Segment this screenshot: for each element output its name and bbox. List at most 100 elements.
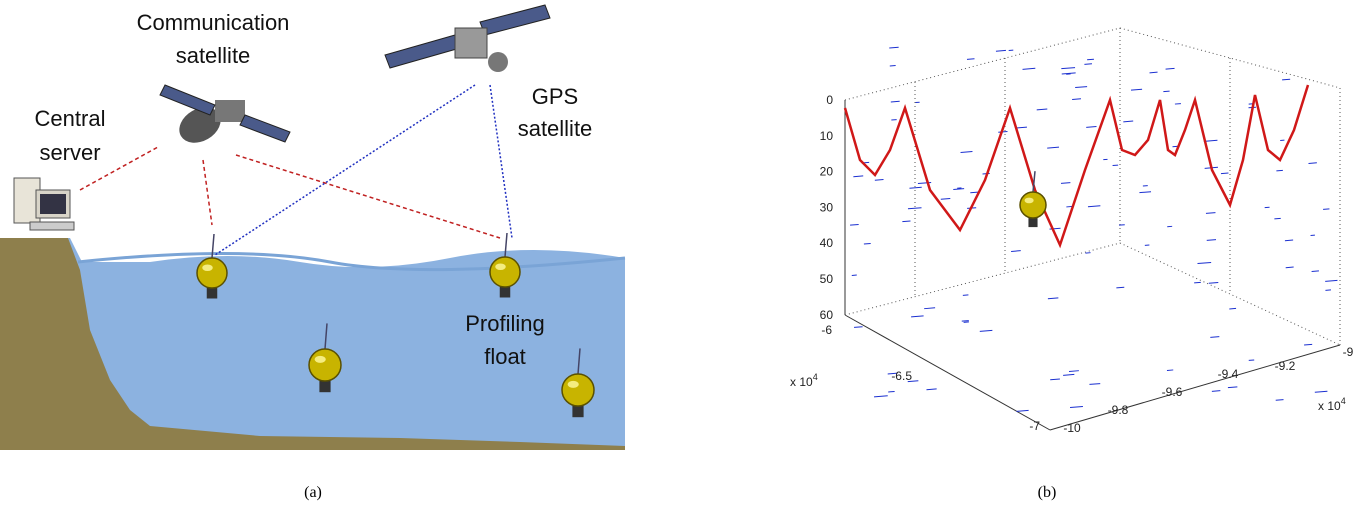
solar-panel	[480, 5, 550, 35]
flow-arrow	[1084, 64, 1092, 65]
flow-arrow	[1069, 371, 1079, 372]
flow-arrow	[980, 330, 993, 331]
float-highlight	[1025, 198, 1034, 204]
server-keyboard	[30, 222, 74, 230]
multiplier-base: x 10	[790, 375, 813, 389]
flow-arrow	[1123, 121, 1133, 122]
label: float	[484, 344, 526, 369]
z-tick-label: 20	[820, 165, 834, 179]
multiplier-exponent: 4	[813, 372, 818, 382]
label: GPS	[532, 84, 578, 109]
x-tick-label: -7	[1029, 419, 1040, 433]
flow-arrow	[1063, 374, 1074, 375]
flow-arrow	[1050, 379, 1060, 380]
axis-line	[1050, 345, 1340, 430]
flow-arrow	[1285, 240, 1293, 241]
flow-arrow	[1023, 68, 1036, 69]
y-tick-label: -10	[1063, 421, 1081, 435]
flow-arrow	[1167, 370, 1173, 371]
float-highlight	[568, 381, 579, 388]
x-tick-label: -6	[821, 323, 832, 337]
y-tick-label: -9	[1343, 345, 1354, 359]
tick-labels: 0102030405060-6-6.5-7-10-9.8-9.6-9.4-9.2…	[820, 93, 1354, 435]
satellite-body	[215, 100, 245, 122]
flow-arrow	[1209, 283, 1219, 284]
label: Communication	[137, 10, 290, 35]
flow-arrow	[1011, 251, 1021, 252]
flow-arrow	[1072, 99, 1081, 100]
flow-arrow	[1323, 209, 1329, 210]
float-highlight	[495, 263, 506, 270]
solar-panel	[160, 85, 215, 115]
satellite-antenna	[488, 52, 508, 72]
flow-arrow	[1194, 282, 1201, 283]
flow-arrow	[1089, 384, 1100, 385]
label: Central	[35, 106, 106, 131]
flow-arrow	[1075, 87, 1087, 88]
axis-line	[845, 315, 1050, 430]
link	[215, 85, 475, 255]
flow-arrow	[1221, 173, 1229, 174]
float-body	[490, 257, 520, 287]
flow-arrow	[996, 50, 1006, 51]
flow-arrow	[1197, 262, 1211, 263]
flow-arrow	[1312, 271, 1319, 272]
z-tick-label: 40	[820, 236, 834, 250]
flow-arrow	[864, 243, 871, 244]
float-body	[309, 349, 341, 381]
flow-arrow	[1037, 109, 1048, 110]
solar-panel	[385, 35, 460, 68]
flow-arrow	[874, 396, 888, 397]
float-body	[197, 258, 227, 288]
flow-arrow	[1087, 59, 1094, 60]
multiplier-exponent: 4	[1341, 396, 1346, 406]
flow-arrow	[1088, 206, 1100, 207]
grid-line	[845, 28, 1120, 100]
flow-arrow	[1062, 73, 1076, 74]
flow-arrow	[1131, 89, 1142, 90]
figure: Communication satellite GPS satellite Ce…	[0, 0, 1371, 506]
plot-box	[845, 28, 1340, 430]
flow-arrow	[1086, 127, 1096, 128]
z-tick-label: 50	[820, 272, 834, 286]
flow-arrow	[926, 389, 936, 390]
flow-arrow	[1048, 298, 1058, 299]
flow-arrow	[1276, 170, 1282, 171]
flow-arrow	[1229, 308, 1236, 309]
float-highlight	[315, 356, 326, 363]
flow-arrow	[1308, 163, 1316, 164]
multiplier-base: x 10	[1318, 399, 1341, 413]
flow-arrow	[962, 321, 969, 322]
axis-multiplier: x 104	[790, 372, 818, 389]
trajectory	[845, 85, 1308, 245]
server-screen	[40, 194, 66, 214]
y-tick-label: -9.4	[1218, 367, 1239, 381]
flow-arrow	[1070, 406, 1083, 407]
flow-arrow	[1304, 344, 1312, 345]
z-tick-label: 0	[826, 93, 833, 107]
flow-arrow	[967, 59, 975, 60]
flow-arrow	[875, 180, 884, 181]
flow-arrow	[909, 187, 921, 188]
flow-arrow	[1228, 387, 1237, 388]
link	[236, 155, 500, 238]
float-highlight	[202, 264, 213, 271]
flow-arrow	[888, 391, 894, 392]
flow-arrow	[853, 176, 863, 177]
caption: (a)	[304, 484, 322, 501]
axis-multiplier: x 104	[1318, 396, 1346, 413]
flow-arrow	[961, 152, 973, 153]
flow-arrow	[1150, 72, 1158, 73]
flow-arrow	[1286, 267, 1294, 268]
flow-arrow	[924, 308, 935, 309]
float-body	[562, 374, 594, 406]
flow-arrow	[1274, 218, 1280, 219]
y-tick-label: -9.8	[1108, 403, 1129, 417]
flow-arrow	[854, 327, 863, 328]
y-tick-label: -9.2	[1275, 359, 1296, 373]
links	[80, 85, 512, 255]
grid-line	[845, 243, 1120, 315]
flow-arrow	[953, 189, 964, 190]
link	[490, 85, 512, 238]
flow-arrow	[889, 47, 898, 48]
